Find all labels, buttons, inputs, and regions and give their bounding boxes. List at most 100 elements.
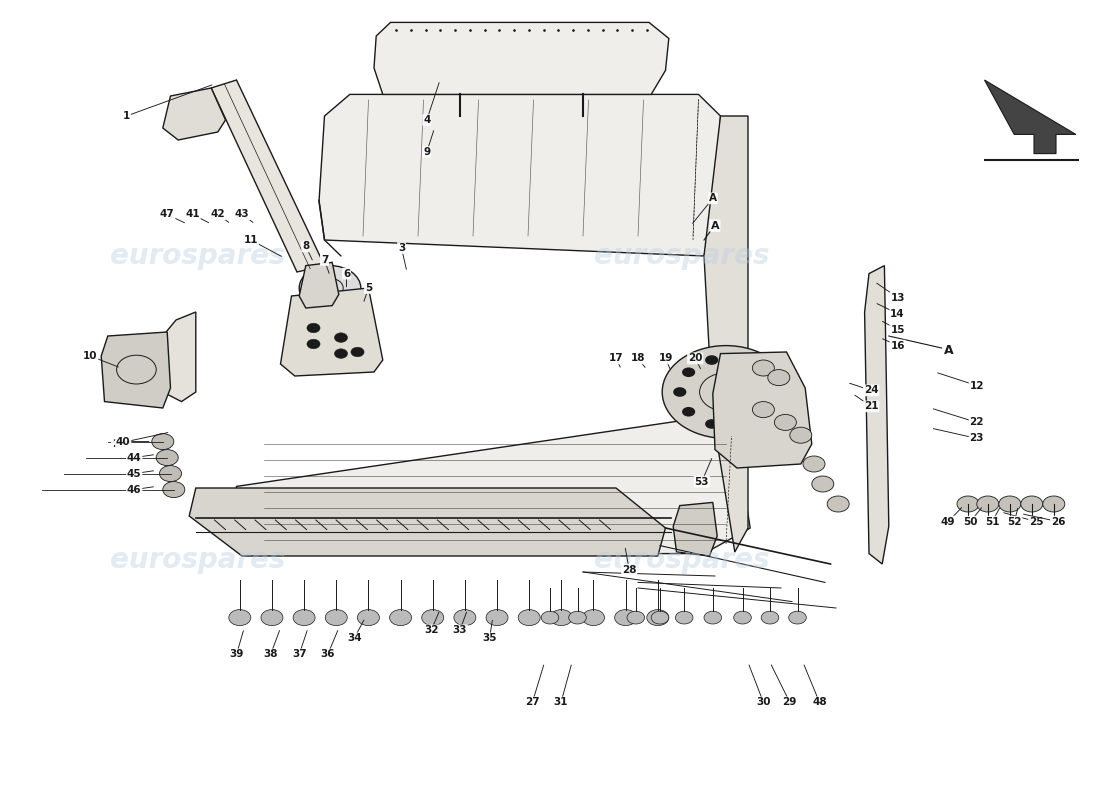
- Circle shape: [351, 347, 364, 357]
- Polygon shape: [189, 488, 666, 556]
- Circle shape: [550, 610, 572, 626]
- Text: 34: 34: [346, 634, 362, 643]
- Circle shape: [1043, 496, 1065, 512]
- Polygon shape: [211, 80, 324, 272]
- Circle shape: [334, 349, 348, 358]
- Circle shape: [615, 610, 637, 626]
- Text: 5: 5: [365, 283, 372, 293]
- Circle shape: [569, 611, 586, 624]
- Text: 10: 10: [82, 351, 98, 361]
- Text: 40: 40: [116, 437, 131, 446]
- Circle shape: [152, 434, 174, 450]
- Text: 47: 47: [160, 210, 175, 219]
- Text: 22: 22: [969, 418, 984, 427]
- Polygon shape: [704, 116, 748, 552]
- Text: 29: 29: [782, 698, 797, 707]
- Circle shape: [358, 610, 379, 626]
- Polygon shape: [163, 312, 196, 402]
- Text: 16: 16: [890, 341, 905, 350]
- Text: 48: 48: [812, 698, 827, 707]
- Circle shape: [752, 402, 774, 418]
- Circle shape: [651, 611, 669, 624]
- Polygon shape: [163, 88, 225, 140]
- Text: 3: 3: [398, 243, 405, 253]
- Text: 51: 51: [984, 517, 1000, 526]
- Text: 11: 11: [243, 235, 258, 245]
- Circle shape: [704, 611, 722, 624]
- Text: 27: 27: [525, 698, 540, 707]
- Text: 21: 21: [864, 402, 879, 411]
- Circle shape: [757, 367, 770, 377]
- Circle shape: [627, 611, 645, 624]
- Circle shape: [766, 387, 779, 397]
- Circle shape: [299, 266, 361, 310]
- Text: 4: 4: [424, 115, 430, 125]
- Circle shape: [957, 496, 979, 512]
- Text: 36: 36: [320, 650, 336, 659]
- Circle shape: [662, 346, 790, 438]
- Text: 19: 19: [658, 354, 673, 363]
- Text: 15: 15: [890, 325, 905, 334]
- Text: A: A: [944, 344, 954, 357]
- Text: 39: 39: [229, 650, 244, 659]
- Circle shape: [307, 339, 320, 349]
- Text: 52: 52: [1006, 517, 1022, 526]
- Circle shape: [768, 370, 790, 386]
- Text: A: A: [711, 221, 719, 230]
- Polygon shape: [101, 332, 170, 408]
- Text: 53: 53: [694, 477, 710, 486]
- Polygon shape: [319, 94, 720, 256]
- Circle shape: [752, 360, 774, 376]
- Circle shape: [163, 482, 185, 498]
- Circle shape: [999, 496, 1021, 512]
- Text: 32: 32: [424, 626, 439, 635]
- Text: 45: 45: [126, 469, 142, 478]
- Text: eurospares: eurospares: [594, 546, 770, 574]
- Circle shape: [1021, 496, 1043, 512]
- Text: 33: 33: [452, 626, 468, 635]
- Circle shape: [682, 367, 695, 377]
- Text: 44: 44: [126, 453, 142, 462]
- Circle shape: [307, 323, 320, 333]
- Circle shape: [389, 610, 411, 626]
- Text: A: A: [708, 194, 717, 203]
- Text: 17: 17: [608, 354, 624, 363]
- Text: 30: 30: [756, 698, 771, 707]
- Polygon shape: [865, 266, 889, 564]
- Circle shape: [156, 450, 178, 466]
- Text: 9: 9: [424, 147, 430, 157]
- Circle shape: [541, 611, 559, 624]
- Text: eurospares: eurospares: [110, 546, 286, 574]
- Text: 13: 13: [890, 293, 905, 302]
- Text: 20: 20: [688, 354, 703, 363]
- Circle shape: [261, 610, 283, 626]
- Text: 50: 50: [962, 517, 978, 526]
- Text: 37: 37: [292, 650, 307, 659]
- Text: eurospares: eurospares: [110, 242, 286, 270]
- Circle shape: [977, 496, 999, 512]
- Text: 12: 12: [969, 381, 984, 390]
- Circle shape: [705, 355, 718, 365]
- Text: 7: 7: [321, 255, 328, 265]
- Circle shape: [583, 610, 605, 626]
- Circle shape: [160, 466, 182, 482]
- Circle shape: [421, 610, 443, 626]
- Text: 8: 8: [302, 242, 309, 251]
- Circle shape: [293, 610, 315, 626]
- Text: 46: 46: [126, 485, 142, 494]
- Text: 26: 26: [1050, 517, 1066, 526]
- Polygon shape: [299, 262, 339, 308]
- Circle shape: [734, 611, 751, 624]
- Circle shape: [734, 419, 747, 429]
- Text: 38: 38: [263, 650, 278, 659]
- Circle shape: [454, 610, 476, 626]
- Polygon shape: [374, 22, 669, 94]
- Circle shape: [682, 407, 695, 417]
- Circle shape: [803, 456, 825, 472]
- Polygon shape: [984, 80, 1076, 154]
- Circle shape: [334, 333, 348, 342]
- Text: 28: 28: [621, 565, 637, 574]
- Circle shape: [673, 387, 686, 397]
- Text: 41: 41: [185, 210, 200, 219]
- Circle shape: [675, 611, 693, 624]
